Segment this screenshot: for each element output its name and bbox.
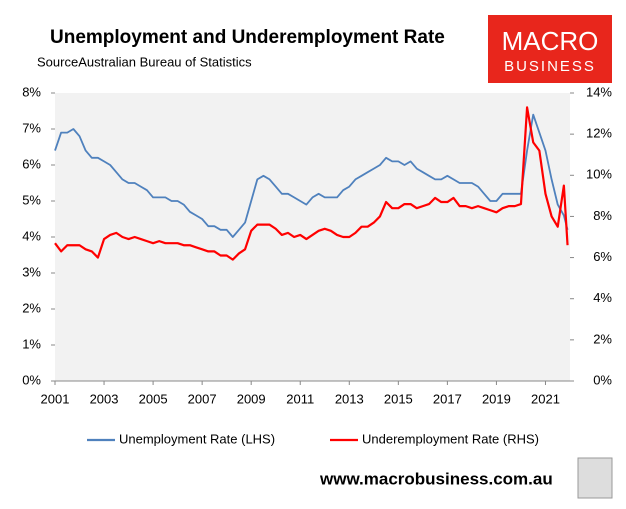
x-tick-label: 2019 bbox=[482, 391, 511, 406]
x-tick-label: 2011 bbox=[286, 391, 314, 406]
y-tick-label: 8% bbox=[22, 84, 41, 99]
x-tick-label: 2015 bbox=[384, 391, 413, 406]
logo-box bbox=[488, 15, 612, 83]
y2-tick-label: 10% bbox=[586, 167, 612, 182]
legend-label: Underemployment Rate (RHS) bbox=[362, 431, 539, 446]
x-tick-label: 2007 bbox=[188, 391, 217, 406]
y2-tick-label: 14% bbox=[586, 84, 612, 99]
wolf-icon bbox=[577, 457, 613, 499]
y-tick-label: 0% bbox=[22, 372, 41, 387]
data-line bbox=[54, 106, 569, 261]
y-tick-label: 3% bbox=[22, 264, 41, 279]
y-tick-label: 7% bbox=[22, 120, 41, 135]
x-tick-label: 2021 bbox=[531, 391, 560, 406]
logo-text: MACRO bbox=[502, 26, 599, 56]
chart-subtitle: SourceAustralian Bureau of Statistics bbox=[37, 54, 252, 69]
y-tick-label: 5% bbox=[22, 192, 41, 207]
y2-tick-label: 4% bbox=[593, 290, 612, 305]
y2-tick-label: 12% bbox=[586, 126, 612, 141]
plot-area bbox=[55, 93, 570, 381]
x-tick-label: 2005 bbox=[139, 391, 168, 406]
x-tick-label: 2013 bbox=[335, 391, 364, 406]
y2-tick-label: 8% bbox=[593, 208, 612, 223]
x-tick-label: 2001 bbox=[41, 391, 70, 406]
y2-tick-label: 0% bbox=[593, 372, 612, 387]
y-tick-label: 6% bbox=[22, 156, 41, 171]
legend-label: Unemployment Rate (LHS) bbox=[119, 431, 275, 446]
x-tick-label: 2009 bbox=[237, 391, 266, 406]
y-tick-label: 2% bbox=[22, 300, 41, 315]
y2-tick-label: 6% bbox=[593, 249, 612, 264]
data-line bbox=[54, 113, 569, 238]
footer-url: www.macrobusiness.com.au bbox=[319, 469, 553, 488]
x-tick-label: 2017 bbox=[433, 391, 462, 406]
y-tick-label: 4% bbox=[22, 228, 41, 243]
y-tick-label: 1% bbox=[22, 336, 41, 351]
y2-tick-label: 2% bbox=[593, 331, 612, 346]
chart-title: Unemployment and Underemployment Rate bbox=[50, 27, 445, 48]
x-tick-label: 2003 bbox=[90, 391, 119, 406]
logo-text: BUSINESS bbox=[504, 58, 596, 75]
